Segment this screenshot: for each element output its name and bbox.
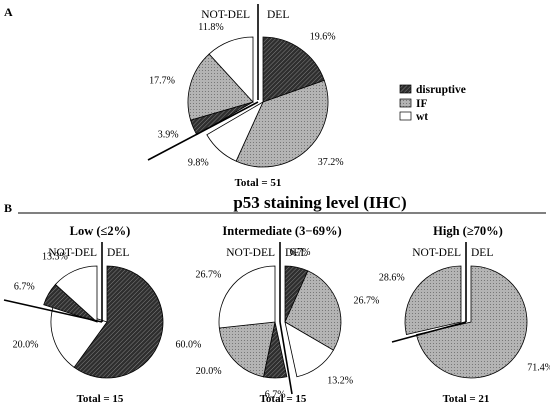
slice-value-label: 6.7%: [265, 390, 286, 401]
pie-low-title: Low (≤2%): [70, 224, 131, 238]
slice-value-label: 71.4%: [527, 362, 550, 373]
pie-slice-del-if: [284, 270, 342, 351]
slice-value-label: 20.0%: [13, 340, 39, 351]
pie-a-right-label: DEL: [267, 9, 289, 21]
legend-label-if: IF: [416, 98, 428, 110]
pie-slice-del-if: [415, 265, 528, 379]
pie-low-slices: [43, 265, 164, 379]
slice-value-label: 3.9%: [158, 129, 179, 140]
pie-a-labels: 19.6% 37.2% 9.8% 3.9% 17.7% 11.8%: [149, 22, 343, 169]
slice-value-label: 26.7%: [354, 296, 380, 307]
pie-split-line: [147, 101, 259, 161]
pie-chart-high: High (≥70%) NOT-DEL DEL 71.4% 28.6% Total…: [379, 224, 550, 405]
pie-low-right-label: DEL: [107, 247, 129, 259]
pie-high-labels: 71.4% 28.6%: [379, 273, 550, 374]
legend-swatch-wt: [399, 111, 412, 121]
pie-slice-del-wt: [284, 321, 334, 378]
pie-low-labels: 60.0% 20.0% 6.7% 13.3%: [13, 252, 202, 351]
pie-high-slices: [404, 265, 528, 379]
pie-slice-not-del-wt: [54, 265, 98, 323]
slice-value-label: 37.2%: [318, 157, 344, 168]
pie-slice-del-wt: [206, 101, 264, 162]
pie-a-left-label: NOT-DEL: [201, 9, 250, 21]
pie-high-left-label: NOT-DEL: [412, 247, 461, 259]
slice-value-label: 11.8%: [198, 22, 223, 33]
pie-high-total: Total = 21: [443, 393, 490, 405]
pie-slice-not-del-if: [404, 265, 462, 336]
slice-value-label: 26.7%: [196, 269, 222, 280]
panel-a-label: A: [4, 5, 13, 19]
slice-value-label: 28.6%: [379, 273, 405, 284]
pie-high-title: High (≥70%): [433, 224, 503, 238]
slice-value-label: 13.2%: [327, 376, 353, 387]
pie-slice-not-del-wt: [218, 265, 276, 329]
pie-low-left-label: NOT-DEL: [48, 247, 97, 259]
section-b-title: p53 staining level (IHC): [233, 193, 406, 212]
slice-value-label: 9.8%: [188, 158, 209, 169]
pie-split-line: [279, 321, 293, 395]
pie-slice-not-del-if: [218, 321, 276, 378]
slice-value-label: 20.0%: [196, 366, 222, 377]
slice-value-label: 13.3%: [42, 252, 68, 263]
pie-a-total: Total = 51: [235, 177, 282, 189]
pie-low-total: Total = 15: [77, 393, 124, 405]
pie-slice-del-if: [235, 79, 329, 168]
slice-value-label: 6.7%: [14, 281, 35, 292]
slice-value-label: 60.0%: [176, 340, 202, 351]
pie-chart-a: NOT-DEL DEL 19.6% 37.2% 9.8% 3.9% 17.7% 11.8%…: [147, 4, 344, 189]
pie-intermediate-slices: [218, 265, 342, 379]
legend-swatch-disruptive: [399, 84, 412, 94]
slice-value-label: 19.6%: [310, 31, 336, 42]
pie-high-right-label: DEL: [471, 247, 493, 259]
pie-intermediate-labels: 6.7% 26.7% 13.2% 6.7% 20.0% 26.7%: [196, 247, 380, 400]
panel-b-label: B: [4, 201, 12, 215]
pie-a-slices: [187, 36, 329, 168]
pie-split-line: [3, 299, 103, 323]
slice-value-label: 17.7%: [149, 76, 175, 87]
legend-swatch-if: [399, 98, 412, 108]
pie-slice-not-del-if: [187, 53, 254, 121]
legend: disruptive IF wt: [399, 84, 466, 123]
pie-intermediate-right-label: DEL: [285, 247, 307, 259]
pie-chart-intermediate: Intermediate (3−69%) NOT-DEL DEL 6.7% 26.…: [196, 224, 380, 405]
pie-chart-low: Low (≤2%) NOT-DEL DEL 60.0% 20.0% 6.7% 13.3…: [3, 224, 202, 405]
pie-slice-del-disruptive: [73, 265, 164, 379]
pie-intermediate-total: Total = 15: [260, 393, 307, 405]
legend-label-disruptive: disruptive: [416, 84, 466, 96]
pie-intermediate-title: Intermediate (3−69%): [222, 224, 341, 238]
legend-label-wt: wt: [416, 111, 428, 123]
pie-slice-not-del-wt: [208, 36, 254, 104]
slice-value-label: 6.7%: [290, 247, 311, 258]
pie-split-line: [391, 321, 467, 343]
pie-intermediate-left-label: NOT-DEL: [226, 247, 275, 259]
